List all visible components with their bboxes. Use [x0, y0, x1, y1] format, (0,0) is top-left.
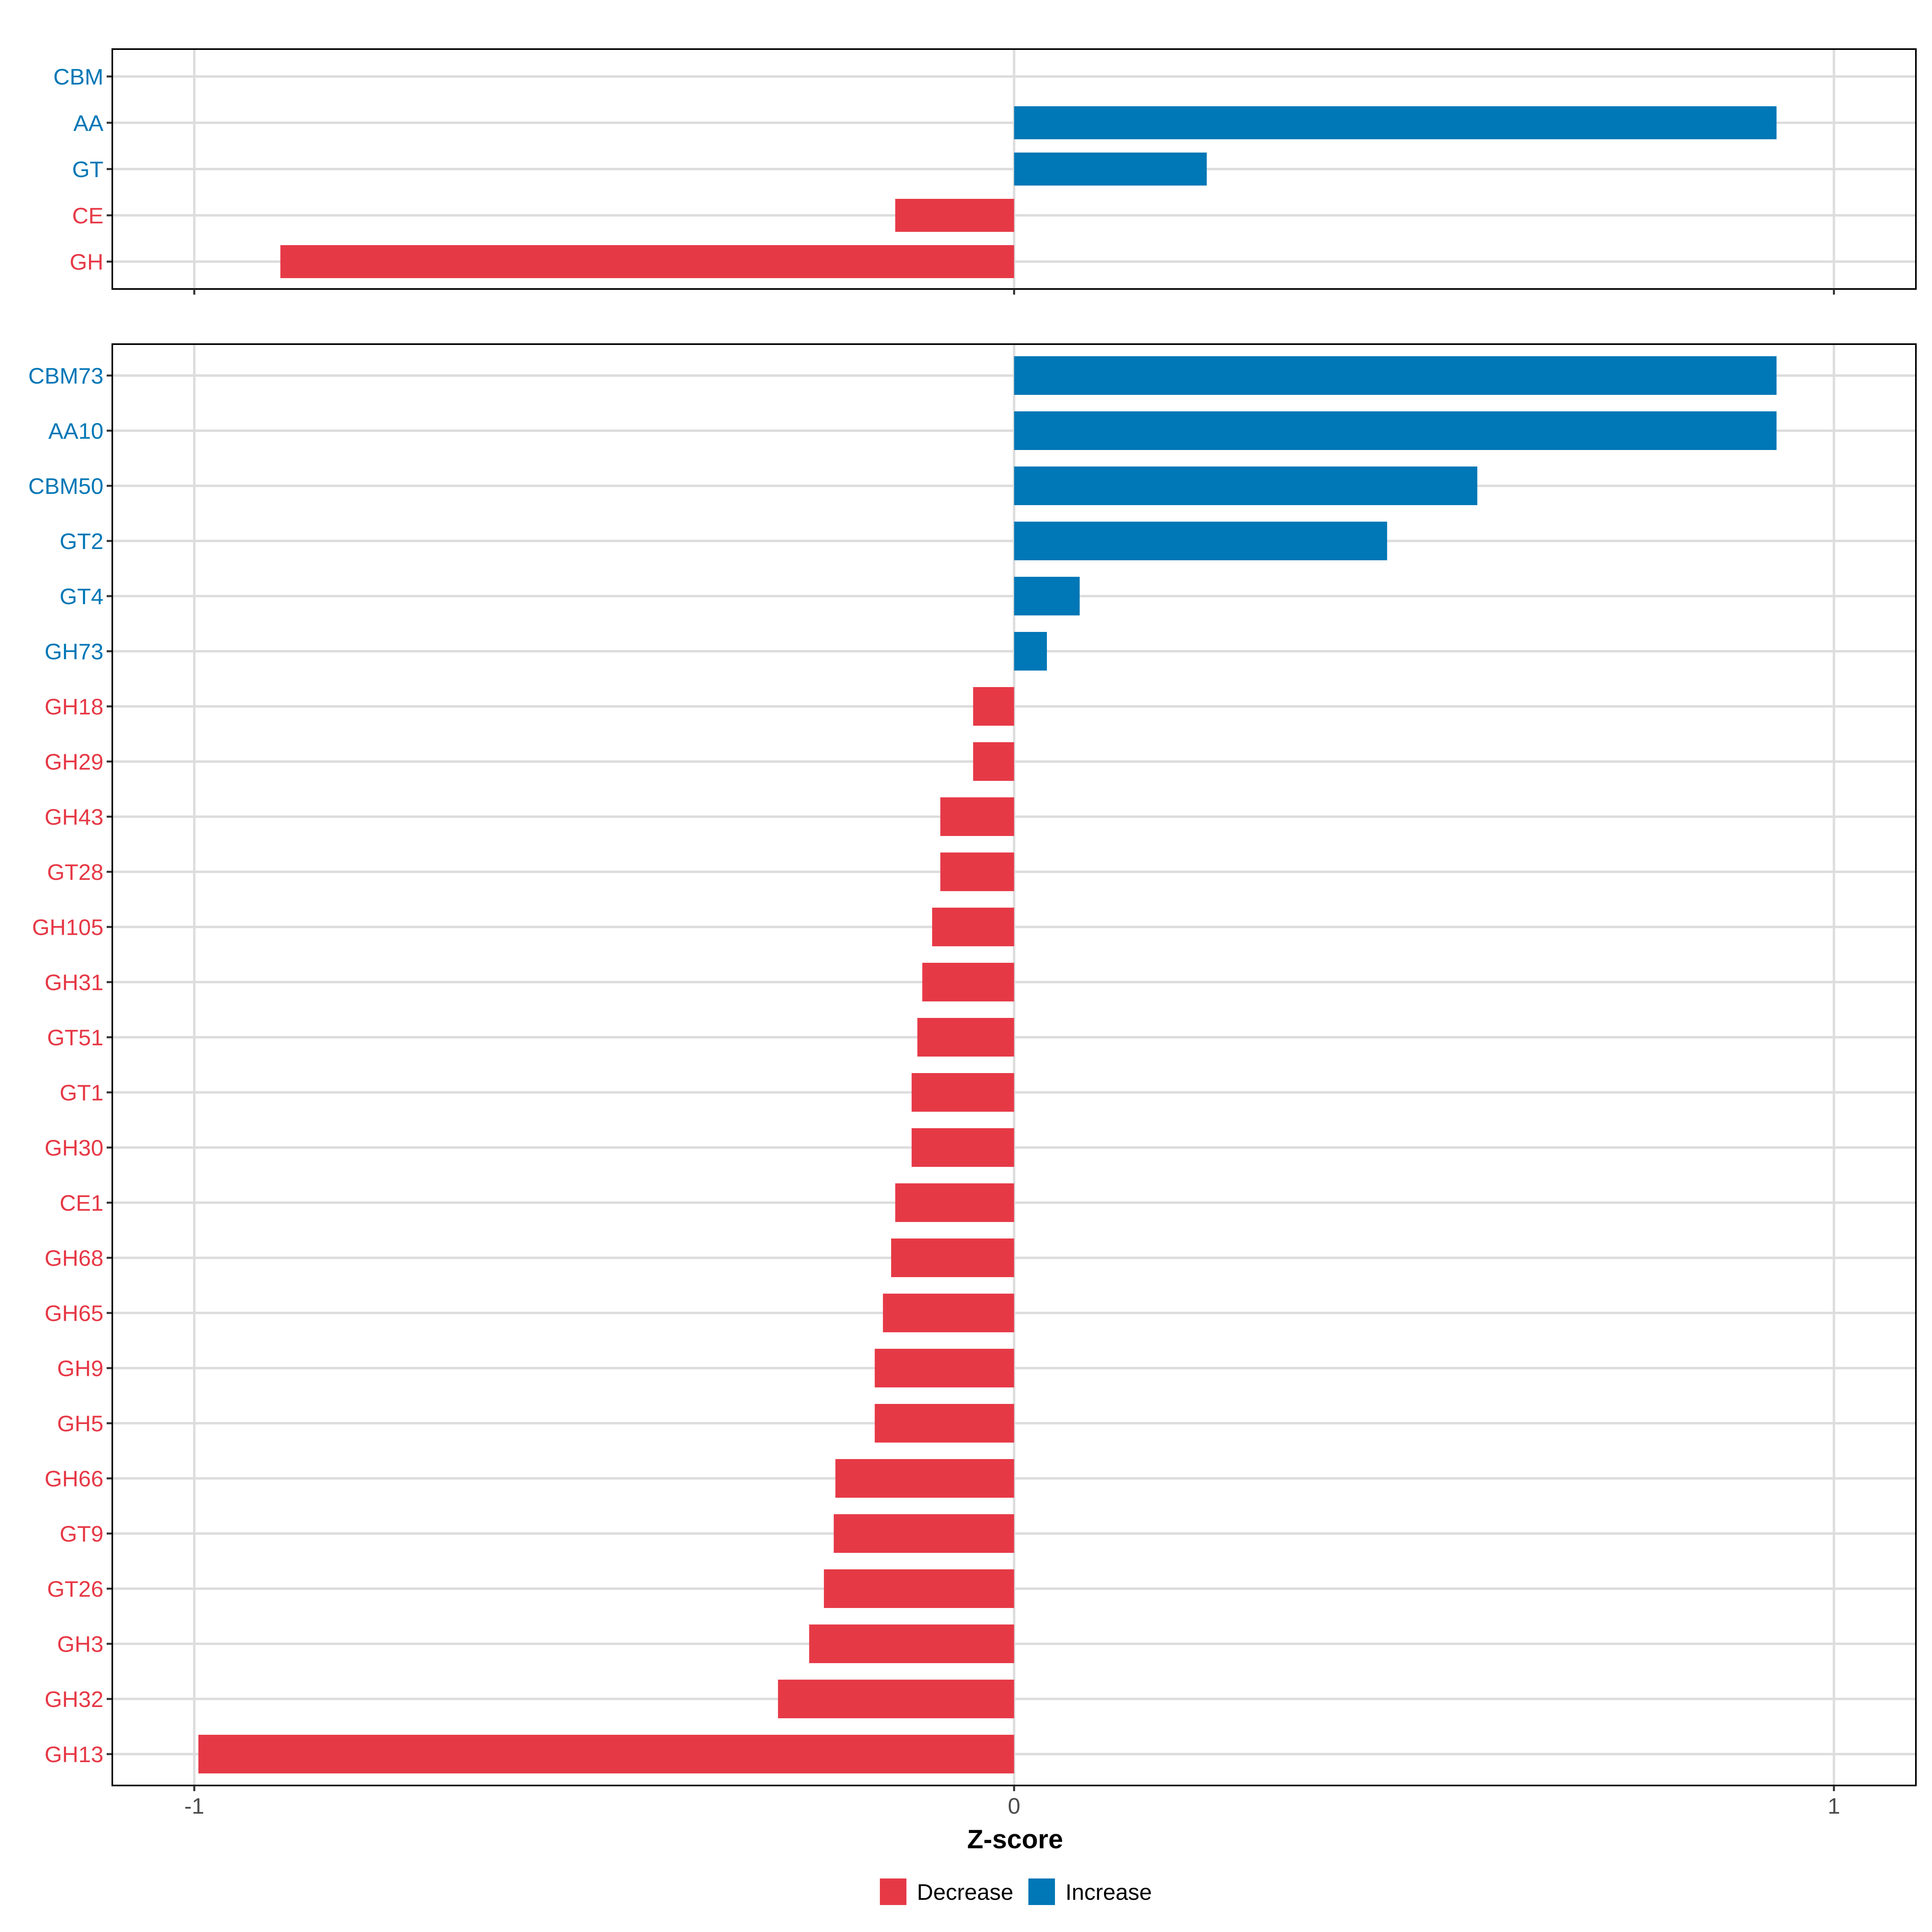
legend-key-decrease: [880, 1878, 906, 1905]
bar-ce: [895, 199, 1014, 232]
bar-gh13: [198, 1735, 1014, 1773]
bar-gt2: [1014, 522, 1387, 560]
y-tick-label: CBM73: [28, 363, 103, 388]
y-tick-label: GH13: [45, 1742, 103, 1767]
y-tick-label: GT51: [47, 1025, 103, 1050]
bar-gh43: [940, 797, 1014, 836]
y-tick-label: GH32: [45, 1686, 103, 1712]
bar-gh73: [1014, 632, 1047, 671]
x-tick-label: 1: [1828, 1793, 1840, 1818]
y-tick-label: GH65: [45, 1300, 103, 1326]
y-tick-label: CBM: [54, 64, 103, 89]
bar-gt9: [834, 1514, 1014, 1553]
y-tick-label: GH66: [45, 1466, 103, 1491]
bar-gt28: [940, 852, 1014, 891]
legend-key-increase: [1028, 1878, 1055, 1905]
y-tick-label: AA10: [48, 418, 103, 444]
y-tick-label: GH31: [45, 970, 103, 995]
bar-cbm73: [1014, 356, 1777, 395]
y-tick-label: GH3: [57, 1631, 103, 1657]
y-tick-label: CE: [72, 203, 103, 228]
bar-gh68: [891, 1238, 1014, 1277]
bar-gt: [1014, 153, 1207, 186]
x-axis-title: Z-score: [967, 1824, 1063, 1854]
legend-label-increase: Increase: [1065, 1879, 1152, 1905]
y-tick-label: GH105: [32, 914, 103, 940]
bar-gt51: [917, 1018, 1014, 1057]
bar-aa: [1014, 106, 1777, 139]
y-tick-label: GH18: [45, 694, 103, 719]
top-panel: CBM AA GT CE GH: [54, 48, 1917, 295]
bar-gt26: [824, 1569, 1014, 1608]
y-tick-label: GH: [70, 249, 103, 275]
bar-cbm50: [1014, 466, 1478, 505]
y-tick-label: GT28: [47, 859, 103, 885]
bar-gh32: [778, 1680, 1014, 1718]
bar-gh18: [973, 687, 1014, 726]
bar-gh65: [883, 1294, 1014, 1332]
bar-gh3: [809, 1624, 1014, 1663]
y-tick-label: GT26: [47, 1576, 103, 1602]
y-tick-label: GT2: [60, 528, 103, 554]
y-tick-label: CBM50: [28, 473, 103, 499]
bar-gh5: [875, 1404, 1014, 1443]
bar-gh31: [922, 963, 1014, 1001]
bar-aa10: [1014, 411, 1777, 450]
x-tick-label: 0: [1008, 1793, 1020, 1818]
y-tick-label: GT9: [60, 1521, 103, 1546]
y-tick-label: GT4: [60, 584, 103, 609]
bar-gh: [280, 245, 1014, 278]
bar-ce1: [895, 1183, 1014, 1222]
legend: Decrease Increase: [880, 1878, 1152, 1905]
bar-gh30: [911, 1128, 1014, 1167]
y-tick-label: GT1: [60, 1080, 103, 1105]
y-tick-label: CE1: [60, 1190, 103, 1216]
y-tick-label: GH29: [45, 749, 103, 774]
y-tick-label: GH30: [45, 1135, 103, 1160]
legend-label-decrease: Decrease: [917, 1879, 1013, 1905]
y-tick-label: GH68: [45, 1245, 103, 1271]
bar-gh9: [875, 1349, 1014, 1387]
y-tick-label: AA: [73, 110, 103, 136]
y-tick-label: GH43: [45, 804, 103, 830]
bar-gt4: [1014, 577, 1080, 615]
bar-gh105: [932, 908, 1014, 946]
y-tick-label: GT: [72, 157, 103, 182]
y-tick-label: GH5: [57, 1411, 103, 1436]
bar-gt1: [911, 1073, 1014, 1112]
y-tick-label: GH9: [57, 1356, 103, 1381]
y-tick-label: GH73: [45, 639, 103, 664]
bar-gh66: [835, 1459, 1014, 1498]
bottom-panel: CBM73 AA10 CBM50 GT2 GT4 GH73 GH18 GH29 GH43 GT28…: [28, 343, 1917, 1818]
bar-gh29: [973, 742, 1014, 781]
x-tick-label: -1: [184, 1793, 204, 1818]
